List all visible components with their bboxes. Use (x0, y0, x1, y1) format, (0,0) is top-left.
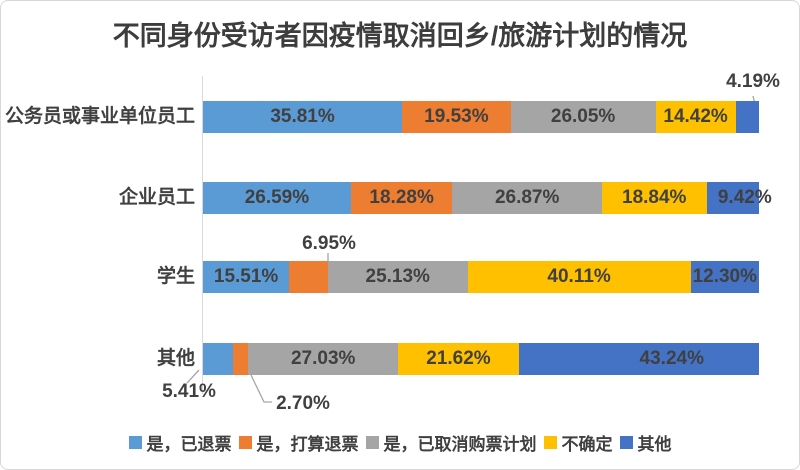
data-label: 26.87% (494, 187, 560, 209)
bar-segment (735, 101, 759, 133)
data-label: 26.05% (550, 106, 616, 128)
data-label-callout: 2.70% (276, 393, 330, 414)
y-axis-line (202, 76, 203, 394)
data-label: 18.84% (622, 187, 687, 209)
legend-label: 是，已取消购票计划 (383, 435, 537, 454)
legend-swatch-icon (619, 436, 633, 449)
category-label-1: 企业员工 (118, 187, 195, 208)
data-label: 19.53% (424, 106, 489, 128)
category-label-0: 公务员或事业单位员工 (4, 106, 195, 127)
legend-item-3: 不确定 (543, 430, 613, 455)
data-label: 21.62% (426, 348, 491, 370)
bar-segment: 43.24% (518, 343, 759, 375)
bar-segment: 18.84% (601, 182, 707, 214)
category-label-2: 学生 (156, 266, 195, 287)
data-label: 12.30% (692, 266, 758, 288)
data-label: 27.03% (290, 348, 356, 370)
bar-segment: 19.53% (402, 101, 511, 133)
data-label: 14.42% (663, 106, 728, 128)
bar-segment: 18.28% (350, 182, 453, 214)
data-label: 15.51% (213, 266, 279, 288)
data-label: 35.81% (270, 106, 335, 128)
legend-swatch-icon (238, 436, 252, 449)
legend-swatch-icon (365, 436, 379, 449)
data-label-callout: 6.95% (302, 233, 356, 254)
data-label-callout: 4.19% (726, 71, 780, 92)
legend-swatch-icon (128, 436, 142, 449)
data-label: 25.13% (365, 266, 430, 288)
bar-segment: 25.13% (327, 261, 468, 293)
bar-segment: 9.42% (706, 182, 772, 214)
bar-segment: 26.05% (510, 101, 656, 133)
legend-item-0: 是，已退票 (128, 430, 232, 455)
legend-label: 是，打算退票 (256, 435, 359, 454)
bar-segment: 26.87% (452, 182, 602, 214)
bar-segment: 26.59% (203, 182, 351, 214)
legend-item-4: 其他 (619, 430, 672, 455)
bar-segment: 15.51% (203, 261, 290, 293)
bar-segment (233, 343, 249, 375)
legend-swatch-icon (543, 436, 557, 449)
legend-label: 不确定 (561, 435, 613, 454)
data-label: 43.24% (639, 348, 704, 370)
bar-segment: 14.42% (655, 101, 736, 133)
legend-item-2: 是，已取消购票计划 (365, 430, 537, 455)
legend-item-1: 是，打算退票 (238, 430, 359, 455)
chart-title: 不同身份受访者因疫情取消回乡/旅游计划的情况 (112, 21, 688, 51)
legend-label: 是，已退票 (146, 435, 232, 454)
bar-segment: 35.81% (203, 101, 403, 133)
bar-segment: 21.62% (398, 343, 519, 375)
data-label-callout: 5.41% (162, 381, 216, 402)
leader-line (250, 374, 272, 403)
bar-segment (289, 261, 328, 293)
data-label: 9.42% (717, 187, 772, 209)
bar-segment: 12.30% (690, 261, 759, 293)
data-label: 40.11% (547, 266, 611, 288)
legend-label: 其他 (637, 435, 672, 454)
category-label-3: 其他 (156, 348, 195, 369)
bar-segment: 27.03% (248, 343, 399, 375)
bar-segment (203, 343, 234, 375)
legend: 是，已退票 是，打算退票 是，已取消购票计划 不确定 其他 (1, 430, 799, 455)
data-label: 18.28% (369, 187, 434, 209)
bar-segment: 40.11% (467, 261, 691, 293)
data-label: 26.59% (244, 187, 310, 209)
